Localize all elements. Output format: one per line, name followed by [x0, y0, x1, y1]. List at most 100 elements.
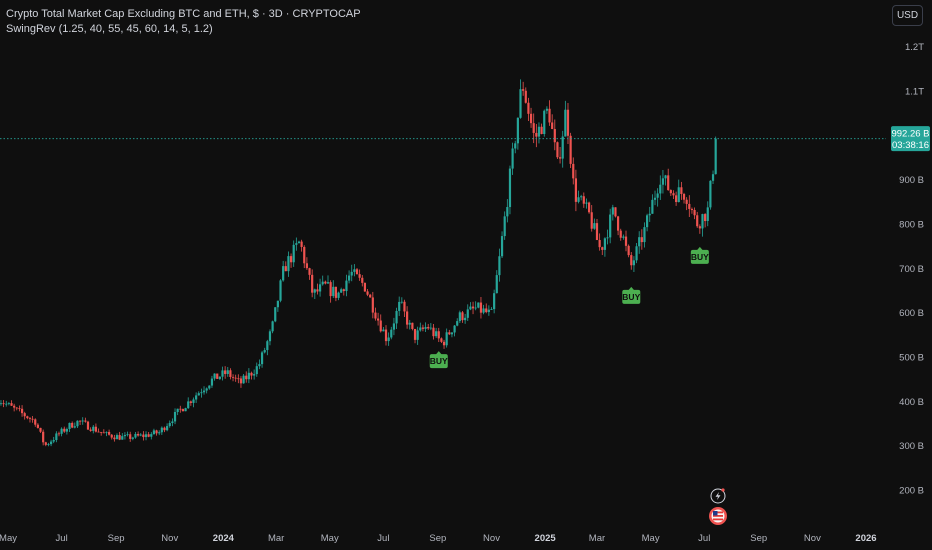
x-tick-label: Jul: [377, 533, 389, 544]
x-tick-label: Nov: [161, 533, 178, 544]
candle-body: [672, 193, 675, 196]
candle-body: [39, 427, 42, 432]
candle-body: [442, 341, 446, 346]
candle-body: [5, 403, 8, 405]
candle-body: [229, 370, 232, 377]
candle-body: [514, 143, 517, 149]
y-tick-label: 500 B: [899, 353, 924, 364]
candle-body: [250, 372, 253, 376]
candle-body: [545, 108, 548, 111]
candle-body: [105, 431, 108, 433]
candle-body: [653, 197, 657, 200]
candle-body: [466, 309, 469, 318]
candle-body: [532, 123, 535, 133]
candle-body: [379, 320, 382, 332]
candle-body: [239, 378, 243, 384]
candle-body: [49, 441, 53, 445]
candle-body: [680, 187, 683, 194]
candle-body: [516, 117, 519, 144]
candle-body: [242, 375, 245, 384]
candlestick-series: [0, 79, 717, 447]
candle-body: [245, 375, 248, 380]
candle-body: [26, 416, 29, 419]
candle-body: [435, 331, 438, 337]
candle-body: [113, 437, 116, 440]
candle-body: [158, 432, 161, 434]
candle-body: [31, 418, 34, 420]
candle-body: [295, 243, 298, 245]
candle-body: [216, 373, 219, 379]
candle-body: [210, 378, 214, 386]
y-tick-label: 600 B: [899, 308, 924, 319]
candle-body: [661, 178, 665, 185]
candle-body: [648, 213, 651, 216]
candle-body: [324, 281, 327, 284]
candle-body: [134, 433, 137, 438]
y-tick-label: 900 B: [899, 175, 924, 186]
candle-body: [118, 435, 121, 440]
candle-body: [677, 187, 680, 203]
candle-body: [624, 236, 628, 246]
candle-body: [300, 241, 303, 247]
lightning-icon[interactable]: [710, 488, 726, 504]
candle-body: [714, 138, 717, 175]
y-tick-label: 400 B: [899, 397, 924, 408]
candle-body: [564, 109, 567, 137]
indicator-label[interactable]: SwingRev (1.25, 40, 55, 45, 60, 14, 5, 1…: [6, 23, 213, 35]
candle-body: [701, 214, 704, 229]
candle-body: [543, 110, 546, 135]
candle-body: [611, 207, 614, 215]
candle-body: [704, 214, 707, 222]
candle-body: [598, 239, 601, 248]
candle-body: [258, 364, 261, 367]
candle-body: [221, 370, 224, 377]
candle-body: [289, 256, 293, 263]
candle-body: [15, 407, 18, 409]
candle-body: [34, 419, 37, 425]
candle-body: [382, 329, 385, 332]
currency-button[interactable]: USD: [892, 5, 923, 26]
candle-body: [150, 434, 153, 437]
x-axis[interactable]: May Jul Sep Nov 2024 Mar May Jul Sep Nov 2025 Mar Ma…: [0, 533, 877, 544]
candle-body: [508, 168, 512, 208]
y-axis[interactable]: 200 B 300 B 400 B 500 B 600 B 700 B 800 B 900 B…: [899, 42, 924, 497]
candle-body: [7, 403, 10, 404]
candle-body: [126, 434, 129, 436]
candle-body: [326, 282, 330, 284]
candle-body: [458, 312, 461, 322]
candle-body: [524, 90, 527, 103]
candle-body: [84, 420, 87, 422]
candle-body: [284, 266, 287, 272]
candle-body: [308, 268, 311, 275]
candle-body: [487, 309, 490, 313]
candle-body: [474, 307, 477, 309]
candle-body: [482, 308, 485, 313]
candle-body: [630, 255, 633, 266]
candle-body: [400, 301, 403, 303]
candle-body: [97, 431, 100, 433]
x-tick-label: Mar: [268, 533, 284, 544]
candle-body: [57, 433, 61, 435]
y-tick-label: 1.1T: [905, 86, 924, 97]
candle-body: [187, 401, 190, 409]
candle-body: [282, 266, 285, 281]
candle-body: [28, 418, 32, 419]
candle-body: [192, 399, 195, 403]
candle-body: [163, 427, 166, 431]
candle-body: [86, 421, 90, 430]
candle-body: [36, 424, 39, 428]
flag-icon[interactable]: [709, 507, 727, 525]
candle-body: [535, 132, 538, 137]
signal-markers[interactable]: BUY BUY BUY: [429, 246, 709, 369]
candle-body: [646, 215, 649, 228]
last-price-countdown: 03:38:16: [892, 140, 929, 151]
x-tick-label: 2024: [213, 533, 235, 544]
buy-signal-label: BUY: [622, 292, 640, 302]
candle-body: [305, 263, 308, 269]
candle-body: [437, 331, 440, 339]
candle-body: [123, 435, 127, 437]
candle-body: [682, 193, 686, 200]
candle-body: [537, 126, 541, 137]
symbol-title[interactable]: Crypto Total Market Cap Excluding BTC an…: [6, 8, 361, 20]
